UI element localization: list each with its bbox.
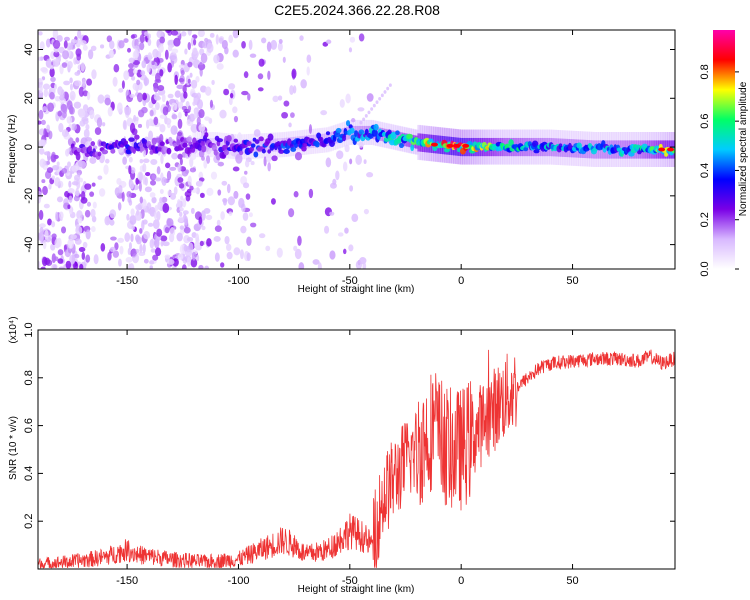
- snr-panel: -150 -100 -50 0 50 0.2 0.4 0.6 0.8 1.0 Height of…: [8, 316, 676, 595]
- x-tick-label: 50: [566, 275, 578, 287]
- spectrogram-y-ticks: -40 -20 0 20 40: [23, 43, 675, 253]
- colorbar-tick-label: 0.4: [699, 163, 711, 178]
- snr-y-multiplier: (x10⁴): [8, 316, 19, 343]
- x-tick-label: -50: [342, 275, 358, 287]
- colorbar-label: Normalized spectral amplitude: [738, 81, 749, 216]
- spectrogram-y-label: Frequency (Hz): [7, 115, 18, 184]
- y-tick-label: 0: [23, 144, 35, 150]
- y-tick-label: 0.6: [23, 418, 35, 433]
- snr-series-line: [38, 349, 675, 569]
- x-tick-label: -50: [342, 575, 358, 587]
- y-tick-label: -40: [23, 237, 35, 253]
- x-tick-label: 0: [458, 275, 464, 287]
- snr-x-ticks: -150 -100 -50 0 50: [116, 330, 579, 587]
- y-tick-label: 1.0: [23, 322, 35, 337]
- snr-y-ticks: 0.2 0.4 0.6 0.8 1.0: [23, 322, 675, 529]
- spectrogram-panel: -150 -100 -50 0 50 -40 -20 0 20 40 Height of str…: [7, 29, 676, 295]
- snr-x-label: Height of straight line (km): [298, 584, 415, 595]
- snr-plot-area: [38, 330, 675, 569]
- x-tick-label: -100: [227, 275, 249, 287]
- y-tick-label: 0.2: [23, 514, 35, 529]
- x-tick-label: -150: [116, 275, 138, 287]
- spectrogram-data: [38, 30, 675, 269]
- colorbar: 0.0 0.2 0.4 0.6 0.8 Normalized spectral ampl…: [699, 30, 749, 277]
- figure-title: C2E5.2024.366.22.28.R08: [274, 2, 440, 18]
- x-tick-label: 50: [566, 575, 578, 587]
- x-tick-label: 0: [458, 575, 464, 587]
- colorbar-tick-label: 0.2: [699, 212, 711, 227]
- spectrogram-x-ticks: -150 -100 -50 0 50: [116, 30, 579, 287]
- y-tick-label: 20: [23, 92, 35, 104]
- colorbar-tick-label: 0.6: [699, 114, 711, 129]
- snr-frame: [37, 329, 676, 570]
- colorbar-tick-label: 0.8: [699, 64, 711, 79]
- y-tick-label: 0.8: [23, 370, 35, 385]
- x-tick-label: -150: [116, 575, 138, 587]
- y-tick-label: 40: [23, 43, 35, 55]
- colorbar-ticks: 0.0 0.2 0.4 0.6 0.8: [699, 64, 739, 277]
- colorbar-gradient: [713, 30, 735, 269]
- y-tick-label: 0.4: [23, 466, 35, 481]
- spectrogram-x-label: Height of straight line (km): [298, 284, 415, 295]
- snr-y-label: SNR (10 * v/v): [8, 416, 19, 480]
- y-tick-label: -20: [23, 188, 35, 204]
- x-tick-label: -100: [227, 575, 249, 587]
- spectrogram-frame: [37, 29, 676, 270]
- colorbar-tick-label: 0.0: [699, 261, 711, 276]
